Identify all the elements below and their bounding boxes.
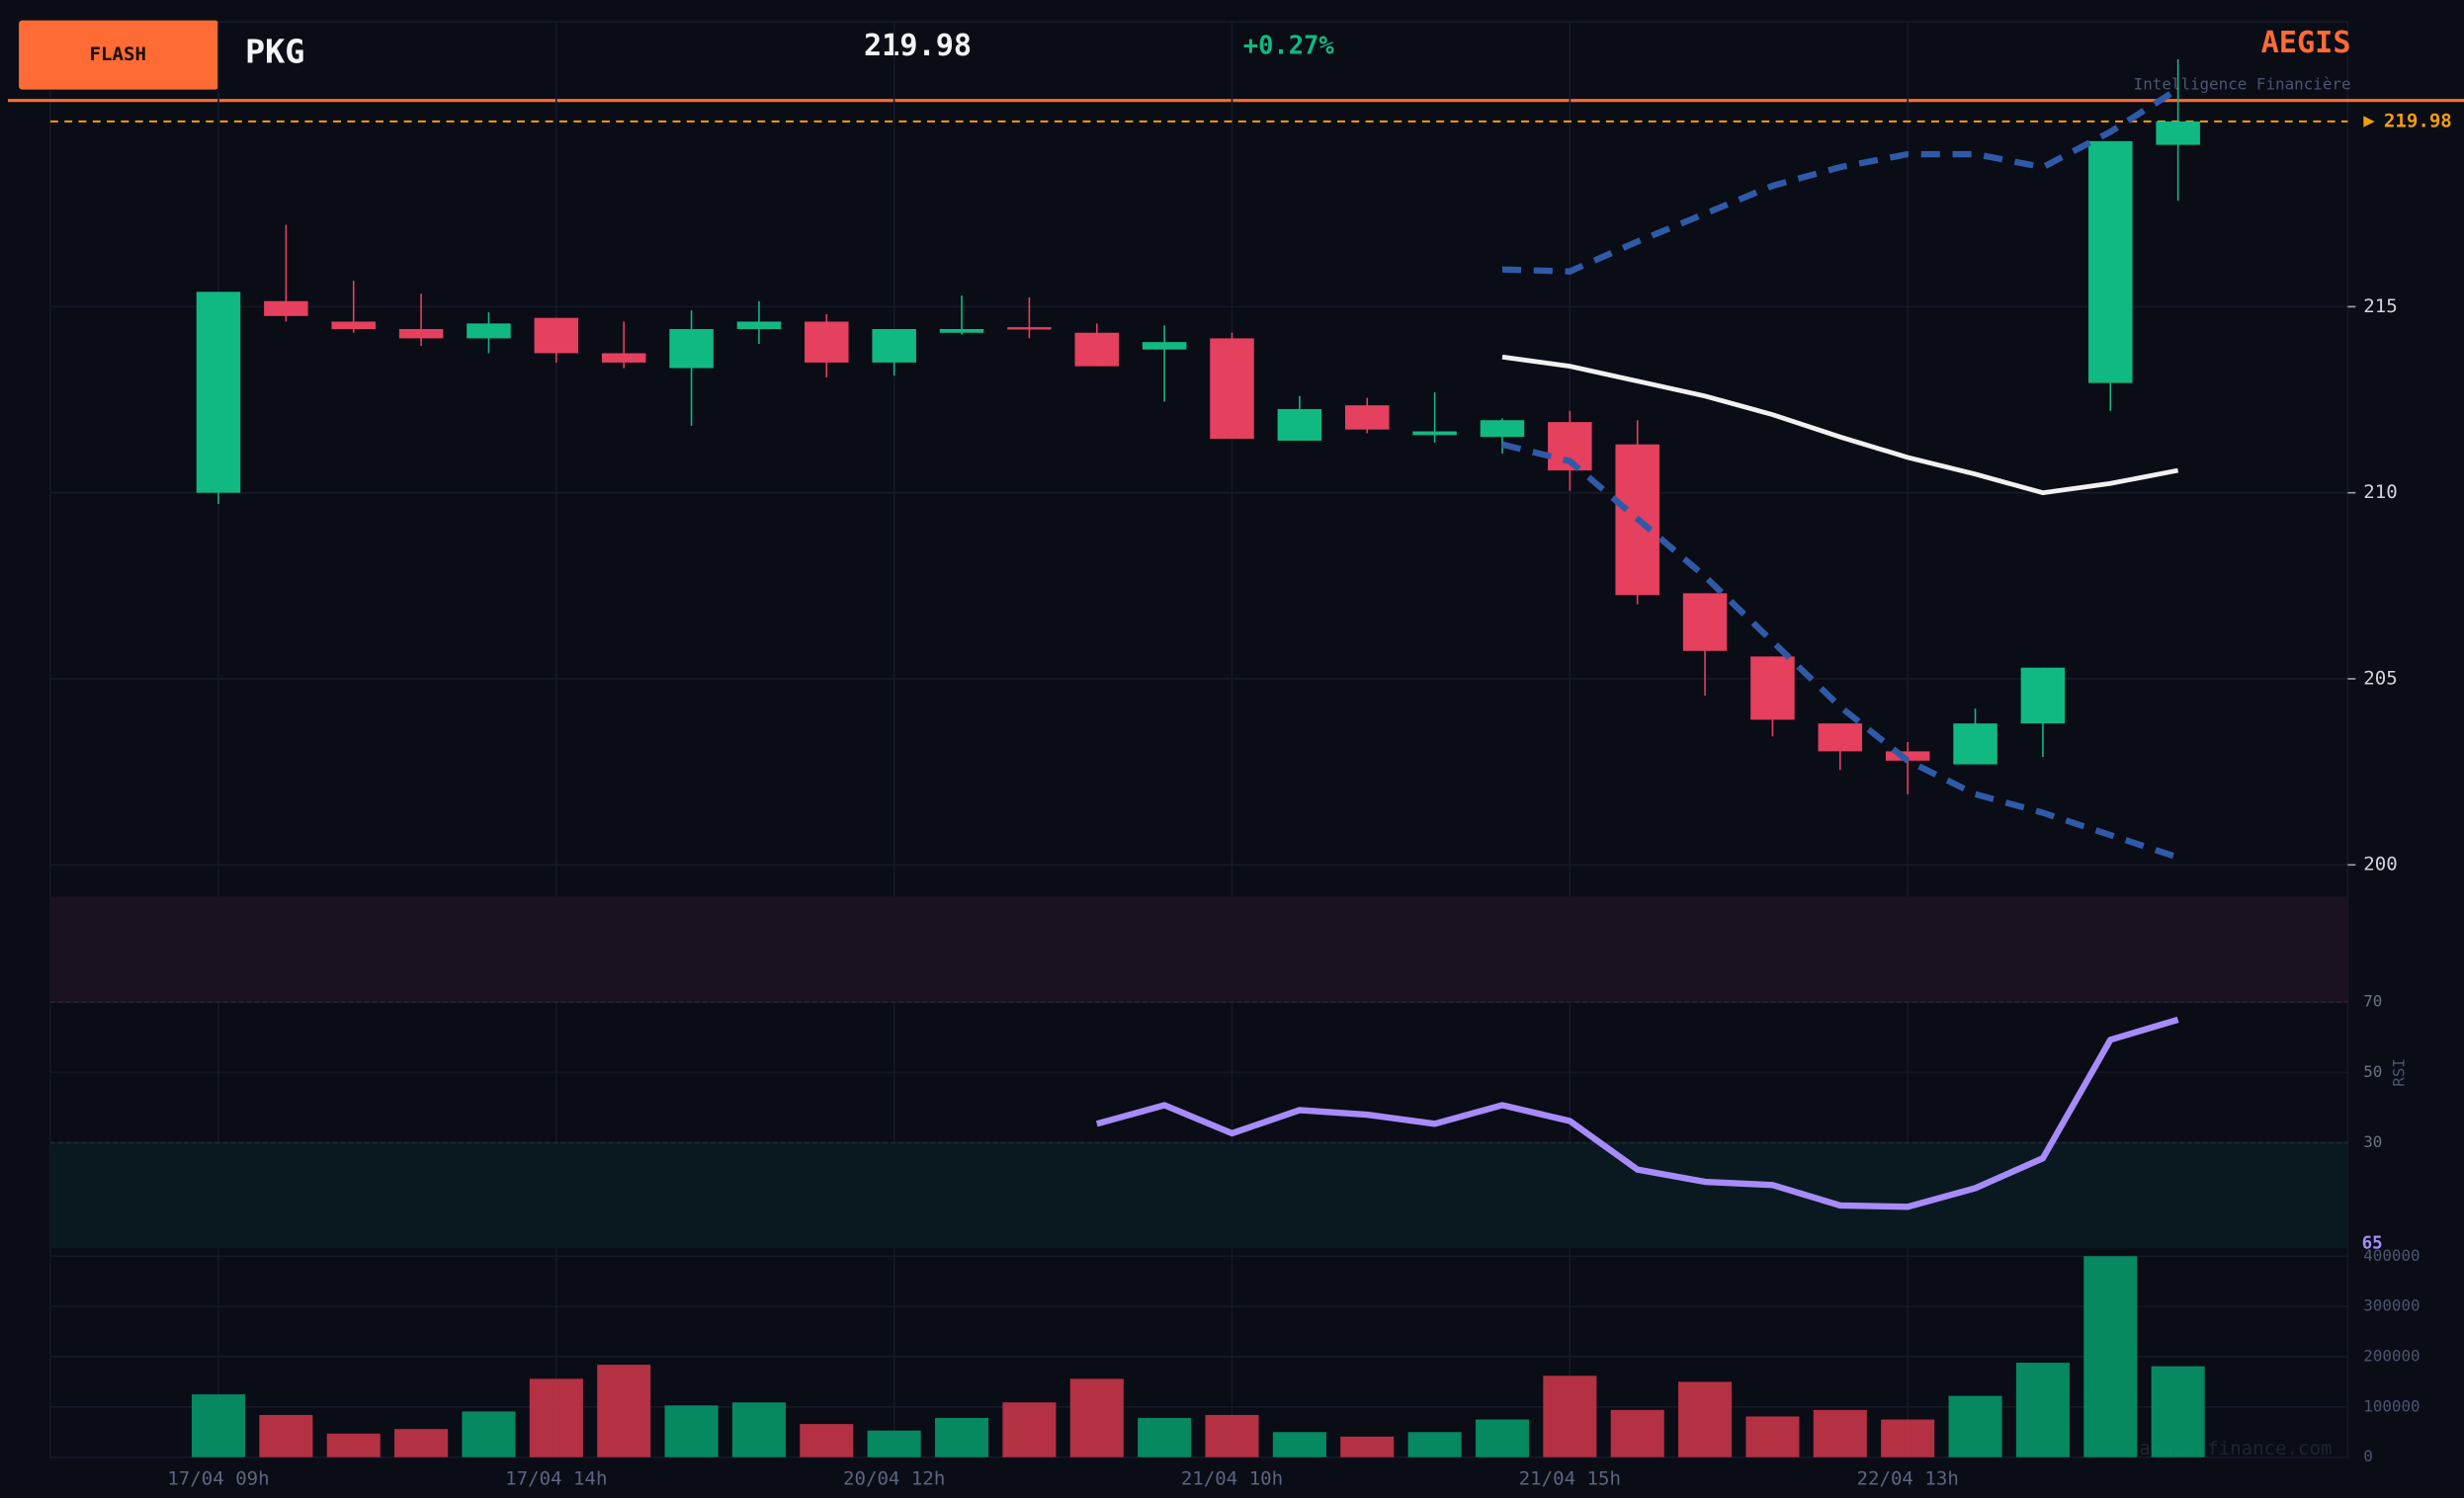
candle-body bbox=[939, 328, 984, 333]
volume-bar bbox=[664, 1405, 719, 1457]
candle-body bbox=[331, 321, 376, 329]
volume-bar bbox=[1610, 1409, 1664, 1457]
band-line bbox=[1501, 441, 2179, 861]
volume-bar bbox=[1745, 1416, 1800, 1457]
candle-body bbox=[669, 328, 714, 369]
volume-bar bbox=[1138, 1418, 1192, 1457]
volume-bar bbox=[2015, 1363, 2070, 1457]
change: +0.27% bbox=[1243, 31, 1335, 60]
candle-body bbox=[1142, 342, 1187, 350]
volume-bar bbox=[1340, 1436, 1395, 1457]
volume-bar bbox=[1002, 1402, 1057, 1457]
y-tick-label: 200 bbox=[2363, 854, 2397, 875]
y-tick-label: 200000 bbox=[2363, 1346, 2420, 1365]
volume-bar bbox=[935, 1418, 989, 1457]
x-tick-label: 17/04 14h bbox=[505, 1467, 607, 1489]
price-tag-arrow: ▶ bbox=[2363, 110, 2375, 131]
candle-body bbox=[1480, 420, 1525, 438]
badge-text: FLASH bbox=[90, 43, 146, 65]
volume-bar bbox=[1475, 1419, 1529, 1457]
x-tick-label: 21/04 15h bbox=[1519, 1467, 1621, 1489]
band-line bbox=[1501, 86, 2180, 275]
y-tick-label: 0 bbox=[2363, 1447, 2373, 1465]
volume-bar bbox=[800, 1424, 854, 1457]
candle-body bbox=[2020, 667, 2066, 724]
candle-body bbox=[1953, 723, 1997, 765]
ticker: PKG bbox=[245, 33, 304, 71]
overbought-zone bbox=[49, 896, 2348, 1003]
y-tick-label: 50 bbox=[2363, 1062, 2382, 1081]
rsi-last-label: 65 bbox=[2362, 1234, 2383, 1254]
candle-body bbox=[1682, 593, 1728, 651]
candle-body bbox=[2088, 140, 2133, 383]
candle-body bbox=[467, 323, 511, 339]
volume-bar bbox=[1813, 1409, 1867, 1457]
x-tick-label: 22/04 13h bbox=[1857, 1467, 1959, 1489]
volume-bar bbox=[326, 1433, 381, 1457]
volume-bar bbox=[529, 1378, 583, 1457]
volume-bar bbox=[867, 1430, 921, 1457]
x-tick-label: 20/04 12h bbox=[843, 1467, 945, 1489]
last-price-label: 219.98 bbox=[2384, 110, 2452, 131]
candle-body bbox=[1277, 408, 1322, 441]
band-line bbox=[1501, 354, 2179, 496]
volume-bar bbox=[1948, 1395, 2002, 1457]
candle-body bbox=[196, 291, 241, 493]
price: 219.98 bbox=[864, 29, 972, 63]
rsi-line bbox=[1095, 1016, 2179, 1210]
candle-body bbox=[805, 321, 849, 363]
candle-body bbox=[1210, 338, 1254, 440]
candle-body bbox=[2156, 121, 2200, 145]
oversold-zone bbox=[49, 1142, 2348, 1249]
volume-bar bbox=[1069, 1378, 1124, 1457]
candle-body bbox=[736, 321, 782, 329]
candle-body bbox=[601, 353, 646, 363]
candle-body bbox=[398, 328, 444, 339]
y-tick-label: 215 bbox=[2363, 295, 2397, 317]
candle-body bbox=[1818, 723, 1863, 752]
volume-bar bbox=[1407, 1432, 1462, 1457]
y-tick-label: 210 bbox=[2363, 481, 2397, 503]
candle-body bbox=[1007, 327, 1052, 330]
rsi-label: RSI bbox=[2389, 1058, 2408, 1087]
y-tick-label: 205 bbox=[2363, 667, 2397, 689]
y-tick-label: 100000 bbox=[2363, 1396, 2420, 1415]
candle-body bbox=[1885, 751, 1930, 761]
volume-bar bbox=[2083, 1256, 2138, 1457]
candle-body bbox=[1412, 431, 1457, 436]
volume-bar bbox=[597, 1365, 651, 1457]
candle-body bbox=[534, 317, 579, 354]
candle-body bbox=[1750, 656, 1795, 720]
y-tick-label: 400000 bbox=[2363, 1246, 2420, 1265]
y-tick-label: 70 bbox=[2363, 992, 2382, 1011]
candle-body bbox=[264, 300, 308, 316]
volume-bar bbox=[1678, 1381, 1733, 1457]
y-tick-label: 300000 bbox=[2363, 1296, 2420, 1315]
candle-body bbox=[1074, 332, 1120, 367]
volume-bar bbox=[2151, 1366, 2205, 1457]
volume-bar bbox=[1272, 1432, 1326, 1457]
x-tick-label: 21/04 10h bbox=[1181, 1467, 1283, 1489]
volume-bar bbox=[1881, 1419, 1935, 1457]
volume-bar bbox=[1543, 1375, 1597, 1457]
volume-bar bbox=[259, 1414, 313, 1457]
volume-bar bbox=[394, 1429, 449, 1457]
badge bbox=[19, 20, 218, 90]
volume-bar bbox=[1205, 1414, 1259, 1457]
volume-bar bbox=[731, 1402, 786, 1457]
y-tick-label: 30 bbox=[2363, 1132, 2382, 1151]
tagline: Intelligence Financière bbox=[2134, 74, 2351, 93]
brand: AEGIS bbox=[2261, 26, 2351, 60]
candle-body bbox=[1344, 405, 1390, 430]
volume-bar bbox=[191, 1394, 246, 1457]
volume-bar bbox=[462, 1411, 516, 1457]
x-tick-label: 17/04 09h bbox=[167, 1467, 269, 1489]
candle-body bbox=[872, 328, 916, 363]
